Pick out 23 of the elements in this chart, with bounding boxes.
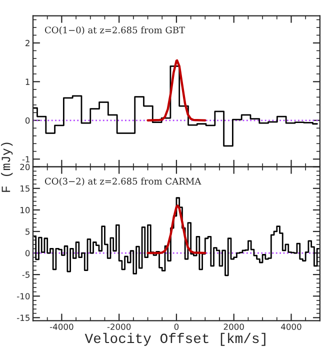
y-tick-label: -15 [17, 314, 30, 321]
x-tick-label: 2000 [224, 324, 244, 330]
y-tick-label: 1 [26, 78, 30, 85]
x-axis-title: Velocity Offset [km/s] [84, 332, 266, 346]
x-tick-label: 4000 [281, 324, 302, 330]
y-tick-label: -10 [17, 293, 30, 300]
annotation: CO(3−2) at z=2.685 from CARMA [44, 178, 202, 186]
y-tick-label: -1 [22, 156, 30, 162]
x-tick-label: -2000 [107, 324, 131, 330]
y-tick-label: 20 [20, 164, 30, 170]
x-tick-label: 0 [174, 324, 179, 330]
y-axis-title: F (mJy) [1, 142, 13, 192]
x-tick-label: -4000 [50, 324, 74, 330]
y-tick-label: 5 [26, 228, 30, 235]
y-tick-label: 15 [20, 185, 30, 192]
y-tick-label: 0 [25, 250, 30, 256]
y-tick-label: 10 [20, 206, 30, 214]
annotation: CO(1−0) at z=2.685 from GBT [44, 26, 185, 35]
y-tick-label: -5 [22, 272, 30, 278]
y-tick-label: 0 [25, 117, 30, 124]
line-series [146, 204, 206, 254]
y-tick-label: 2 [26, 40, 30, 46]
line-series [146, 59, 206, 122]
